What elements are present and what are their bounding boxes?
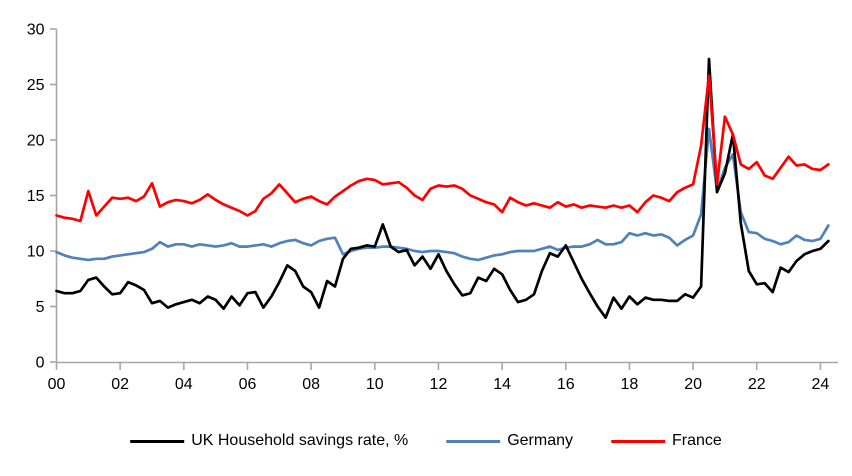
france-line-sample-icon — [611, 439, 665, 443]
legend-item-uk: UK Household savings rate, % — [130, 431, 408, 451]
line-france — [55, 74, 830, 223]
y-tick-label: 30 — [27, 22, 45, 39]
uk-line-sample-icon — [130, 439, 185, 443]
x-tick-label: 20 — [684, 376, 702, 393]
x-tick-label: 14 — [493, 376, 511, 393]
y-axis: 0 5 10 15 20 25 30 — [27, 22, 58, 372]
x-tick-label: 10 — [366, 376, 384, 393]
x-tick-label: 12 — [430, 376, 448, 393]
y-tick-label: 5 — [36, 299, 45, 316]
legend-label-france: France — [672, 432, 722, 449]
x-tick-label: 24 — [812, 376, 830, 393]
y-tick-label: 0 — [36, 355, 45, 372]
x-tick-label: 04 — [175, 376, 193, 393]
y-tick-label: 10 — [27, 244, 45, 261]
legend: UK Household savings rate, % Germany Fra… — [130, 431, 722, 451]
legend-label-uk: UK Household savings rate, % — [191, 432, 409, 449]
plot-lines — [55, 57, 830, 319]
x-tick-label: 22 — [748, 376, 766, 393]
legend-label-germany: Germany — [507, 432, 573, 449]
x-tick-label: 08 — [302, 376, 320, 393]
y-tick-label: 15 — [27, 188, 45, 205]
line-germany — [55, 127, 830, 262]
germany-line-sample-icon — [446, 439, 501, 443]
y-tick-label: 25 — [27, 77, 45, 94]
x-tick-label: 16 — [557, 376, 575, 393]
x-tick-label: 06 — [239, 376, 257, 393]
line-uk — [55, 57, 830, 319]
y-tick-label: 20 — [27, 133, 45, 150]
x-tick-label: 00 — [48, 376, 66, 393]
legend-item-france: France — [611, 431, 722, 451]
x-axis: 00 02 04 06 08 10 12 14 16 18 20 22 24 — [48, 361, 838, 393]
x-tick-label: 18 — [621, 376, 639, 393]
x-tick-label: 02 — [111, 376, 129, 393]
legend-item-germany: Germany — [446, 431, 573, 451]
